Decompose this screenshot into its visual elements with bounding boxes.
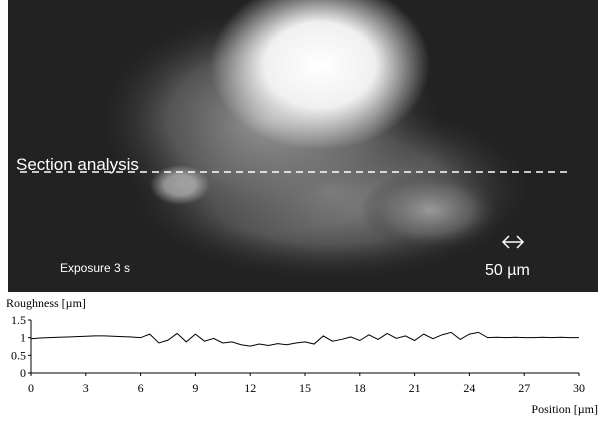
x-tick-label: 0 xyxy=(28,381,34,395)
exposure-label: Exposure 3 s xyxy=(60,261,130,275)
x-axis-label: Position [µm] xyxy=(531,402,598,416)
x-tick-label: 30 xyxy=(573,381,585,395)
micrograph: Section analysis Exposure 3 s 50 µm xyxy=(8,0,598,292)
x-tick-label: 6 xyxy=(138,381,144,395)
bright-region xyxy=(210,0,430,150)
y-axis-label: Roughness [µm] xyxy=(6,296,86,310)
x-tick-label: 18 xyxy=(354,381,366,395)
y-tick-label: 0.5 xyxy=(11,348,26,362)
x-tick-label: 27 xyxy=(518,381,530,395)
roughness-line xyxy=(30,331,579,347)
x-tick-label: 21 xyxy=(409,381,421,395)
x-tick-label: 12 xyxy=(244,381,256,395)
x-tick-label: 24 xyxy=(463,381,475,395)
x-tick-label: 3 xyxy=(83,381,89,395)
x-tick-label: 9 xyxy=(192,381,198,395)
y-tick-label: 1 xyxy=(20,331,26,345)
scale-arrow xyxy=(501,235,525,249)
scale-label: 50 µm xyxy=(485,262,530,279)
section-label: Section analysis xyxy=(16,155,139,174)
x-tick-label: 15 xyxy=(299,381,311,395)
y-tick-label: 0 xyxy=(20,366,26,380)
haze xyxy=(360,170,500,250)
y-tick-label: 1.5 xyxy=(11,313,26,327)
bright-region xyxy=(150,165,210,205)
